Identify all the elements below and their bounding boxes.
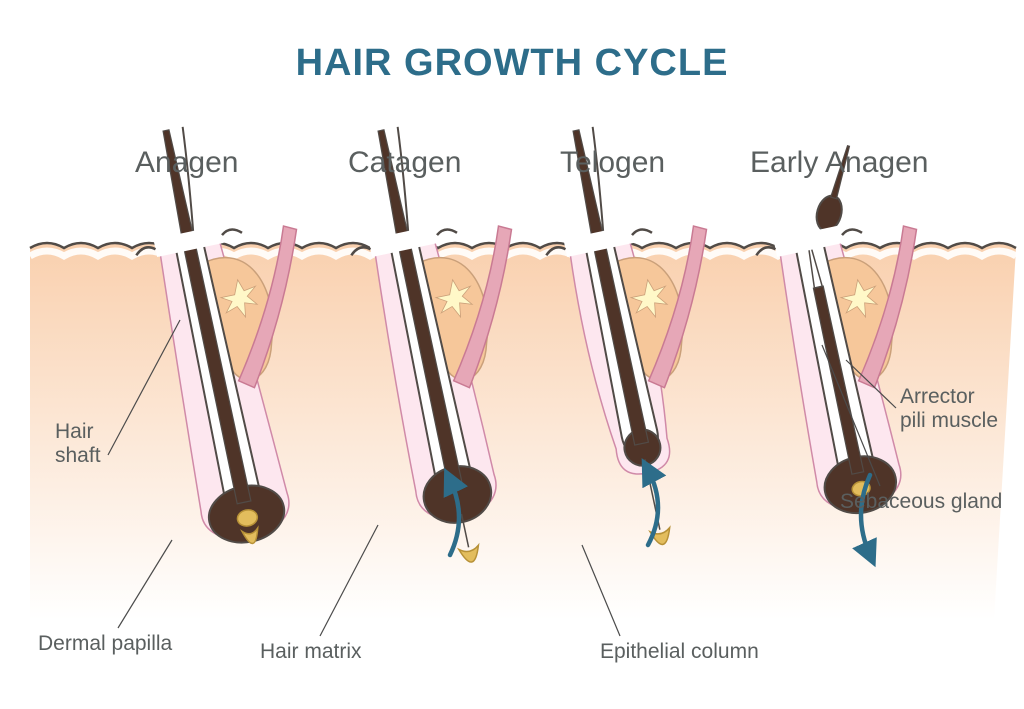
phase-label-catagen: Catagen [348, 146, 461, 180]
callout-arrector-pili: Arrectorpili muscle [900, 385, 998, 433]
callout-dermal-papilla: Dermal papilla [38, 632, 172, 656]
callout-hair-shaft: Hairshaft [55, 420, 101, 468]
diagram-svg [0, 0, 1024, 709]
diagram-title: HAIR GROWTH CYCLE [0, 42, 1024, 85]
callout-epithelial-column: Epithelial column [600, 640, 759, 664]
phase-label-anagen: Anagen [135, 146, 238, 180]
callout-sebaceous-gland: Sebaceous gland [840, 490, 1002, 514]
phase-label-early-anagen: Early Anagen [750, 146, 928, 180]
diagram-canvas: HAIR GROWTH CYCLE Anagen Catagen Telogen… [0, 0, 1024, 709]
callout-hair-matrix: Hair matrix [260, 640, 362, 664]
phase-label-telogen: Telogen [560, 146, 665, 180]
